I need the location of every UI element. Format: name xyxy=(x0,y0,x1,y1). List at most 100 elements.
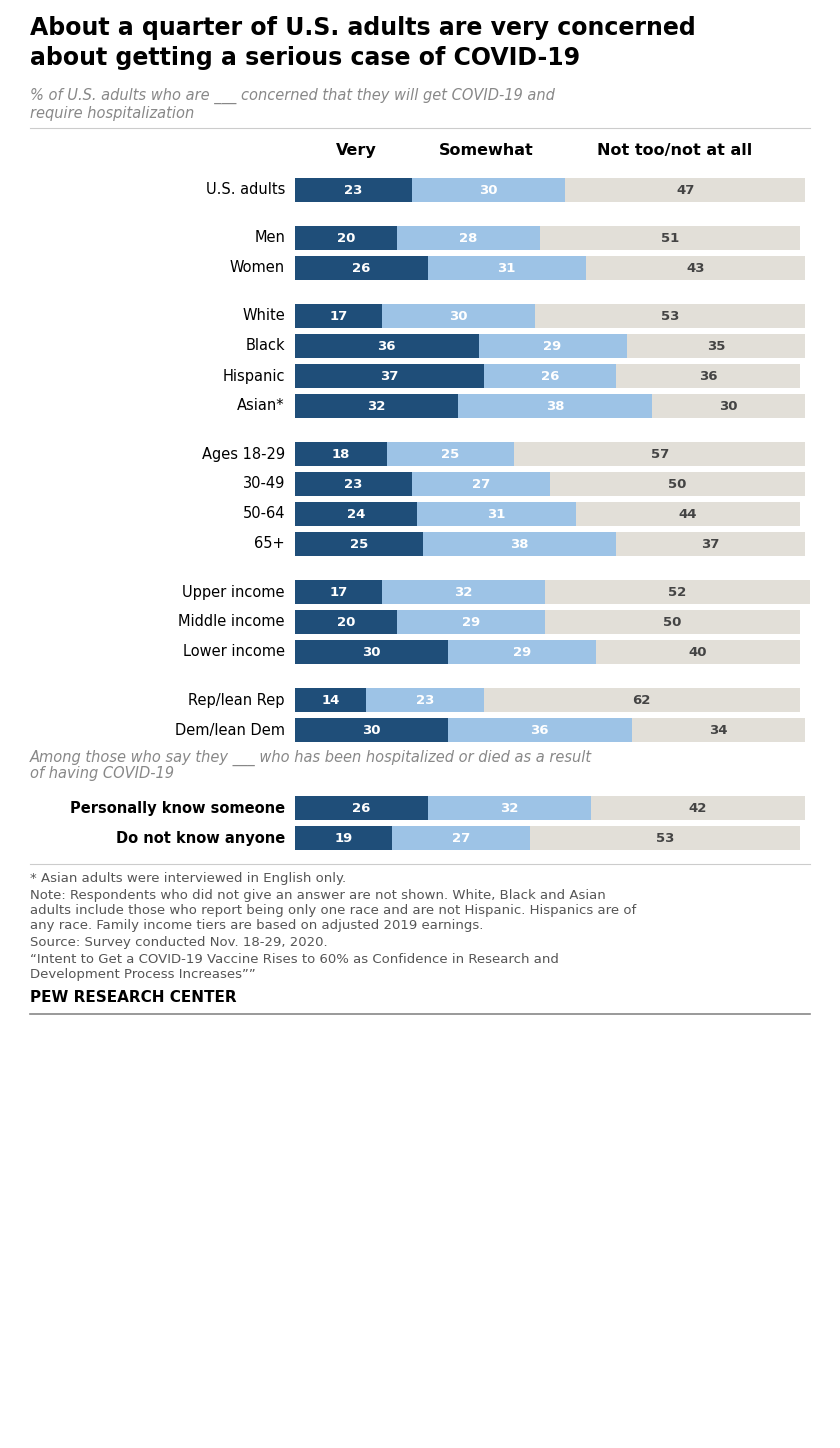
Text: Not too/not at all: Not too/not at all xyxy=(597,143,753,158)
Text: 30: 30 xyxy=(719,400,738,413)
Text: 37: 37 xyxy=(381,369,398,382)
Bar xyxy=(397,610,545,634)
Text: 28: 28 xyxy=(459,232,478,245)
Text: 42: 42 xyxy=(689,802,707,814)
Text: 23: 23 xyxy=(416,694,434,707)
Bar xyxy=(479,334,627,358)
Bar xyxy=(295,531,423,556)
Bar xyxy=(627,334,805,358)
Text: 40: 40 xyxy=(689,646,707,659)
Bar xyxy=(392,825,529,850)
Text: 17: 17 xyxy=(329,585,348,598)
Bar xyxy=(295,610,397,634)
Text: 30: 30 xyxy=(480,184,498,197)
Text: 34: 34 xyxy=(709,724,727,737)
Text: 50: 50 xyxy=(669,478,686,491)
Text: 20: 20 xyxy=(337,615,355,628)
Text: 30: 30 xyxy=(449,310,467,323)
Bar xyxy=(295,502,417,526)
Text: 14: 14 xyxy=(322,694,340,707)
Bar xyxy=(295,718,448,741)
Bar xyxy=(428,256,585,279)
Text: Somewhat: Somewhat xyxy=(438,143,533,158)
Text: Very: Very xyxy=(336,143,376,158)
Bar xyxy=(428,796,591,820)
Bar xyxy=(412,178,565,203)
Text: 25: 25 xyxy=(442,447,459,460)
Bar xyxy=(412,472,550,497)
Text: White: White xyxy=(242,308,285,323)
Text: * Asian adults were interviewed in English only.: * Asian adults were interviewed in Engli… xyxy=(30,872,346,885)
Text: 31: 31 xyxy=(497,262,516,275)
Text: Personally know someone: Personally know someone xyxy=(70,801,285,815)
Text: 53: 53 xyxy=(655,831,674,844)
Text: % of U.S. adults who are ___ concerned that they will get COVID-19 and: % of U.S. adults who are ___ concerned t… xyxy=(30,88,555,104)
Bar xyxy=(295,472,412,497)
Bar xyxy=(397,226,540,251)
Text: 30: 30 xyxy=(362,724,381,737)
Bar xyxy=(295,581,381,604)
Text: About a quarter of U.S. adults are very concerned: About a quarter of U.S. adults are very … xyxy=(30,16,696,41)
Text: 47: 47 xyxy=(676,184,695,197)
Text: 25: 25 xyxy=(349,537,368,550)
Text: 35: 35 xyxy=(706,339,725,352)
Text: 24: 24 xyxy=(347,507,365,520)
Text: Ages 18-29: Ages 18-29 xyxy=(202,446,285,462)
Bar xyxy=(591,796,805,820)
Text: Asian*: Asian* xyxy=(238,398,285,414)
Bar xyxy=(295,226,397,251)
Bar xyxy=(417,502,575,526)
Bar xyxy=(295,442,386,466)
Bar xyxy=(381,581,545,604)
Text: Among those who say they ___ who has been hospitalized or died as a result: Among those who say they ___ who has bee… xyxy=(30,750,592,766)
Text: Note: Respondents who did not give an answer are not shown. White, Black and Asi: Note: Respondents who did not give an an… xyxy=(30,889,606,902)
Text: 27: 27 xyxy=(472,478,491,491)
Bar xyxy=(295,178,412,203)
Text: 31: 31 xyxy=(487,507,506,520)
Bar xyxy=(295,640,448,665)
Bar xyxy=(617,363,800,388)
Text: 62: 62 xyxy=(633,694,651,707)
Text: 29: 29 xyxy=(513,646,531,659)
Text: 23: 23 xyxy=(344,184,363,197)
Text: 30-49: 30-49 xyxy=(243,476,285,491)
Text: 32: 32 xyxy=(500,802,518,814)
Text: U.S. adults: U.S. adults xyxy=(206,182,285,197)
Text: 36: 36 xyxy=(377,339,396,352)
Text: Rep/lean Rep: Rep/lean Rep xyxy=(188,692,285,708)
Bar xyxy=(484,363,617,388)
Bar xyxy=(585,256,805,279)
Text: 30: 30 xyxy=(362,646,381,659)
Text: 44: 44 xyxy=(679,507,697,520)
Bar xyxy=(295,256,428,279)
Bar xyxy=(617,531,805,556)
Text: Upper income: Upper income xyxy=(182,585,285,599)
Text: any race. Family income tiers are based on adjusted 2019 earnings.: any race. Family income tiers are based … xyxy=(30,919,483,933)
Bar xyxy=(295,688,366,712)
Text: 65+: 65+ xyxy=(255,537,285,552)
Bar xyxy=(366,688,484,712)
Text: of having COVID-19: of having COVID-19 xyxy=(30,766,174,780)
Text: 18: 18 xyxy=(332,447,350,460)
Text: 19: 19 xyxy=(334,831,353,844)
Text: PEW RESEARCH CENTER: PEW RESEARCH CENTER xyxy=(30,990,237,1005)
Bar xyxy=(458,394,652,418)
Text: 53: 53 xyxy=(661,310,679,323)
Text: Dem/lean Dem: Dem/lean Dem xyxy=(175,723,285,737)
Bar xyxy=(596,640,800,665)
Bar xyxy=(632,718,805,741)
Bar xyxy=(448,718,632,741)
Text: 17: 17 xyxy=(329,310,348,323)
Text: “Intent to Get a COVID-19 Vaccine Rises to 60% as Confidence in Research and: “Intent to Get a COVID-19 Vaccine Rises … xyxy=(30,953,559,966)
Bar xyxy=(295,394,458,418)
Bar xyxy=(652,394,805,418)
Text: Lower income: Lower income xyxy=(183,644,285,659)
Text: 26: 26 xyxy=(352,802,370,814)
Bar xyxy=(386,442,514,466)
Text: 51: 51 xyxy=(661,232,679,245)
Text: Men: Men xyxy=(255,230,285,246)
Text: 20: 20 xyxy=(337,232,355,245)
Bar xyxy=(545,610,800,634)
Text: 38: 38 xyxy=(546,400,564,413)
Text: Hispanic: Hispanic xyxy=(223,368,285,384)
